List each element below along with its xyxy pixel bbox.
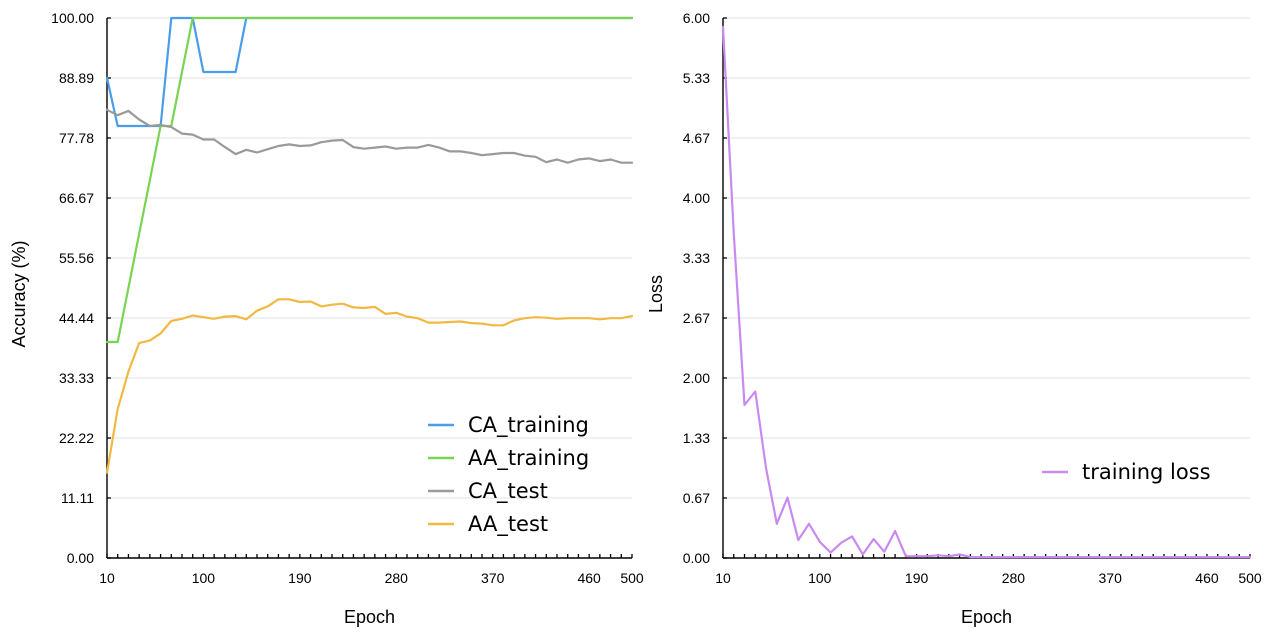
y-tick-label: 88.89 [59, 70, 94, 86]
x-tick-label: 190 [288, 570, 312, 586]
y-tick-label: 100.00 [51, 10, 94, 26]
y-tick-label: 4.00 [683, 190, 710, 206]
x-tick-label: 460 [1195, 570, 1219, 586]
y-tick-label: 2.00 [683, 370, 710, 386]
x-tick-label: 370 [481, 570, 505, 586]
y-tick-label: 44.44 [59, 310, 94, 326]
series-line-training loss [721, 25, 1252, 559]
x-tick-label: 100 [192, 570, 216, 586]
y-tick-label: 77.78 [59, 130, 94, 146]
series-line-CA_training [105, 16, 634, 128]
x-tick-label: 190 [905, 570, 929, 586]
chart-1: 0.00 11.11 22.22 33.33 44.44 55.56 66.67 77.78 8… [9, 10, 644, 627]
y-tick-label: 33.33 [59, 370, 94, 386]
series-line-CA_test [105, 108, 634, 164]
y-tick-label: 4.67 [683, 130, 710, 146]
x-tick-label: 100 [808, 570, 832, 586]
y-tick-label: 11.11 [61, 490, 94, 506]
legend-label: AA_test [468, 512, 548, 537]
y-tick-label: 66.67 [59, 190, 94, 206]
chart-2: 0.00 0.67 1.33 2.00 2.67 3.33 4.00 4.67 5.33 6.00… [646, 10, 1262, 627]
x-tick-label: 500 [620, 570, 644, 586]
y-tick-label: 3.33 [683, 250, 710, 266]
legend-label: training loss [1082, 460, 1211, 484]
series-line-AA_test [105, 298, 634, 474]
x-tick-label: 460 [577, 570, 601, 586]
y-axis-label: Accuracy (%) [9, 240, 29, 347]
y-tick-label: 0.00 [67, 550, 94, 566]
x-tick-label: 280 [1002, 570, 1026, 586]
y-tick-label: 1.33 [683, 430, 710, 446]
x-tick-label: 280 [385, 570, 409, 586]
legend-label: CA_training [468, 413, 589, 438]
y-axis-label: Loss [646, 275, 666, 313]
y-tick-label: 0.67 [683, 490, 710, 506]
series-line-AA_training [105, 16, 634, 344]
y-tick-label: 0.00 [683, 550, 710, 566]
y-tick-label: 2.67 [683, 310, 710, 326]
legend-label: CA_test [468, 479, 548, 504]
x-axis-label: Epoch [344, 607, 395, 627]
y-tick-label: 22.22 [59, 430, 94, 446]
legend: training loss [1042, 460, 1211, 484]
y-tick-label: 5.33 [683, 70, 710, 86]
legend: CA_training AA_training CA_test AA_test [428, 413, 589, 537]
legend-label: AA_training [468, 446, 589, 471]
y-tick-label: 6.00 [683, 10, 710, 26]
x-tick-label: 500 [1238, 570, 1262, 586]
x-axis-label: Epoch [961, 607, 1012, 627]
x-tick-label: 10 [99, 570, 115, 586]
y-tick-label: 55.56 [59, 250, 94, 266]
x-tick-label: 370 [1099, 570, 1123, 586]
x-tick-label: 10 [715, 570, 731, 586]
